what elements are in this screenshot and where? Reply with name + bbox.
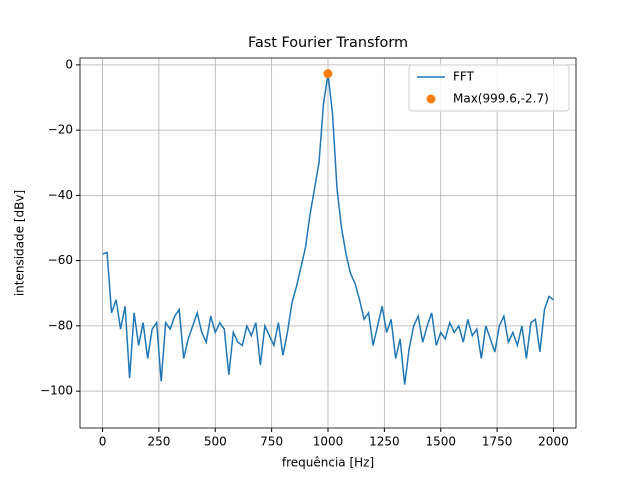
legend-label: Max(999.6,-2.7): [453, 92, 549, 106]
y-tick-label: −20: [48, 123, 73, 137]
y-tick-label: 0: [65, 57, 73, 71]
x-axis-label: frequência [Hz]: [282, 456, 374, 470]
y-tick-label: −40: [48, 188, 73, 202]
x-tick-label: 750: [260, 435, 283, 449]
y-tick-label: −100: [40, 384, 73, 398]
x-tick-label: 1750: [482, 435, 513, 449]
chart-title: Fast Fourier Transform: [248, 35, 408, 51]
x-tick-label: 1500: [425, 435, 456, 449]
y-axis-label: intensidade [dBv]: [13, 190, 27, 296]
legend-box: [408, 64, 570, 112]
x-tick-label: 500: [204, 435, 227, 449]
x-tick-label: 1000: [313, 435, 344, 449]
max-point: [323, 69, 333, 79]
x-tick-label: 0: [99, 435, 107, 449]
y-tick-label: −60: [48, 253, 73, 267]
x-tick-label: 250: [147, 435, 170, 449]
y-tick-label: −80: [48, 318, 73, 332]
x-tick-label: 1250: [369, 435, 400, 449]
legend-marker: [426, 94, 436, 104]
legend-label: FFT: [453, 70, 475, 84]
plot-frame: [79, 57, 577, 429]
x-tick-label: 2000: [538, 435, 569, 449]
